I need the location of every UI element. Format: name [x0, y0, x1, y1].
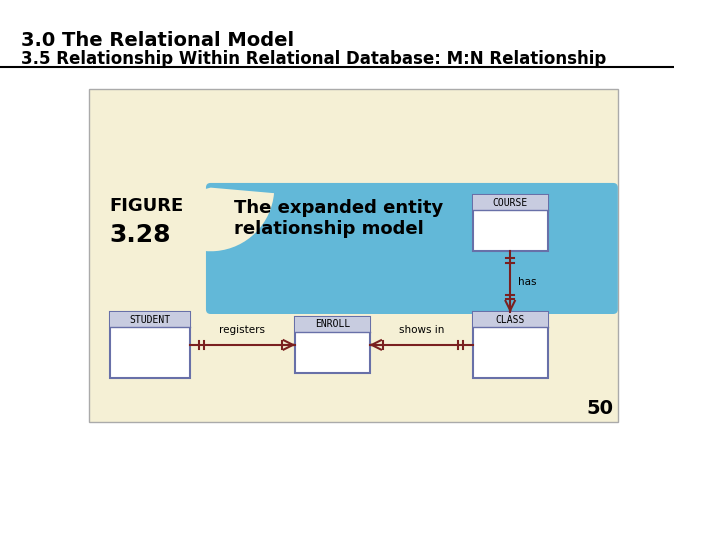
Text: ENROLL: ENROLL — [315, 319, 350, 329]
Text: registers: registers — [219, 325, 265, 335]
Text: 3.28: 3.28 — [109, 223, 171, 247]
Wedge shape — [149, 187, 274, 251]
Text: has: has — [518, 276, 536, 287]
Text: 3.0 The Relational Model: 3.0 The Relational Model — [21, 31, 294, 50]
FancyBboxPatch shape — [473, 195, 548, 210]
FancyBboxPatch shape — [473, 312, 548, 327]
FancyBboxPatch shape — [110, 312, 189, 377]
FancyBboxPatch shape — [473, 195, 548, 251]
Text: 3.5 Relationship Within Relational Database: M:N Relationship: 3.5 Relationship Within Relational Datab… — [21, 50, 606, 68]
Text: CLASS: CLASS — [495, 315, 525, 325]
FancyBboxPatch shape — [206, 183, 618, 314]
FancyBboxPatch shape — [295, 317, 370, 373]
Text: The expanded entity
relationship model: The expanded entity relationship model — [234, 199, 444, 238]
FancyBboxPatch shape — [473, 312, 548, 377]
Text: STUDENT: STUDENT — [129, 315, 171, 325]
FancyBboxPatch shape — [89, 89, 618, 422]
Text: shows in: shows in — [399, 325, 444, 335]
Text: FIGURE: FIGURE — [109, 197, 184, 215]
Text: COURSE: COURSE — [492, 198, 528, 207]
Text: 50: 50 — [586, 399, 613, 418]
FancyBboxPatch shape — [295, 317, 370, 332]
FancyBboxPatch shape — [110, 312, 189, 327]
